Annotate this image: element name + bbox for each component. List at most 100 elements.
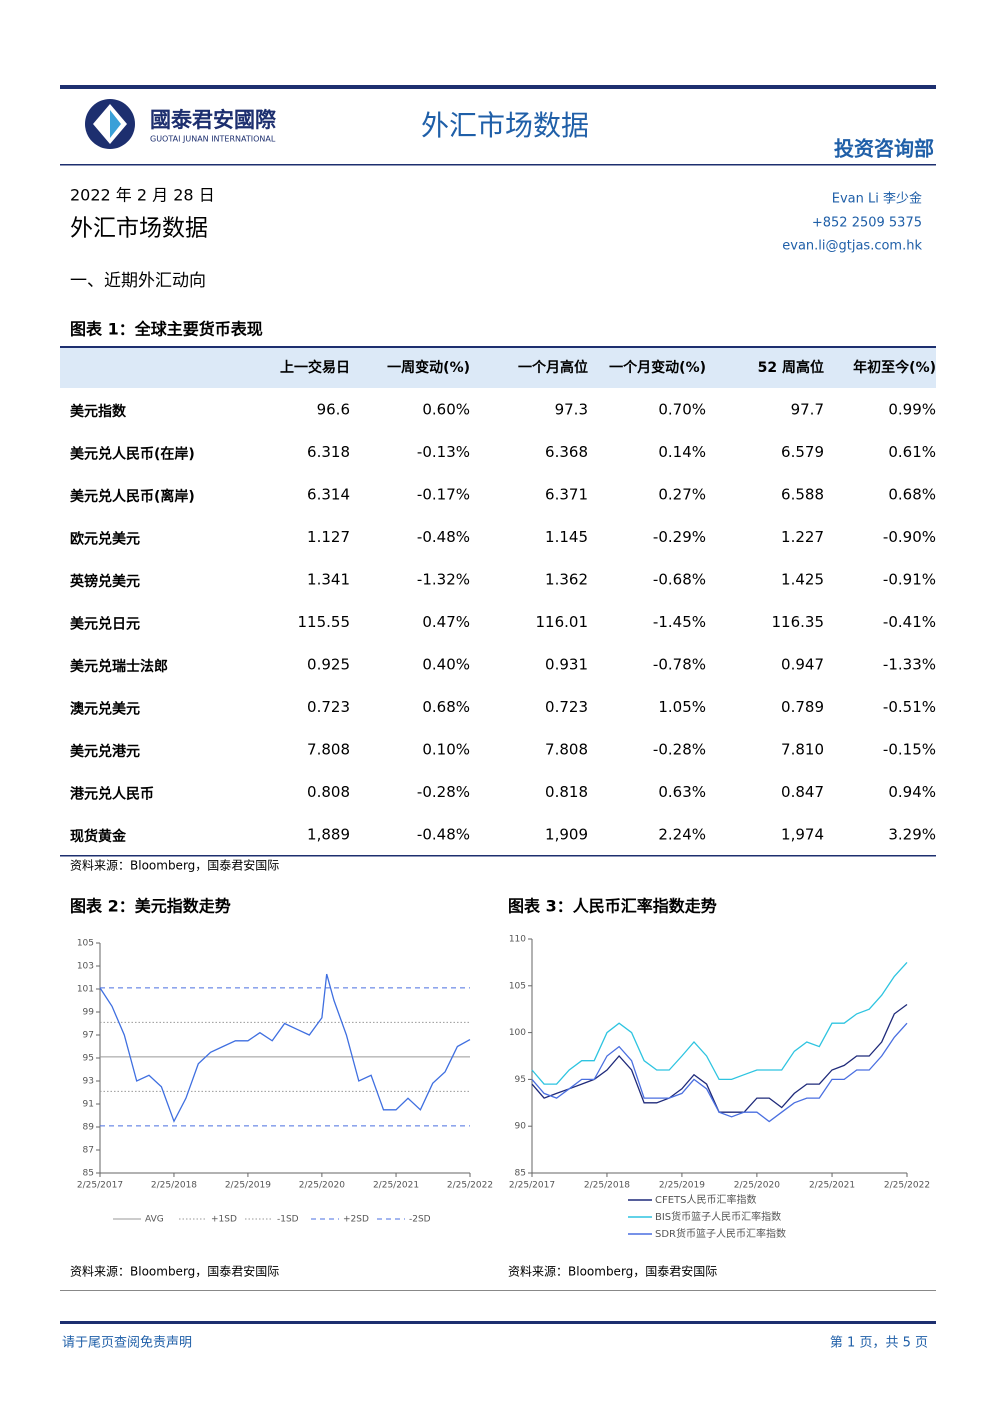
cell: -0.48% xyxy=(417,826,470,844)
cell: -0.28% xyxy=(417,783,470,801)
cell: -0.15% xyxy=(883,741,936,759)
series-line xyxy=(531,961,908,1085)
cell: 1,889 xyxy=(307,826,350,844)
legend-label: -1SD xyxy=(277,1215,299,1225)
x-tick-label: 2/25/2022 xyxy=(884,1181,930,1191)
author: Evan Li 李少金 xyxy=(832,191,922,207)
cell: 0.931 xyxy=(545,656,588,674)
column-header: 上一交易日 xyxy=(280,359,350,376)
y-tick-label: 97 xyxy=(83,1031,94,1041)
cell: 1.05% xyxy=(658,698,706,716)
series-line xyxy=(531,1022,908,1123)
cell: -0.90% xyxy=(883,528,936,546)
row-label: 美元指数 xyxy=(70,403,127,420)
row-label: 澳元兑美元 xyxy=(70,701,140,718)
table-header-band xyxy=(60,347,936,388)
report-date: 2022 年 2 月 28 日 xyxy=(70,186,215,205)
cell: 0.94% xyxy=(888,783,936,801)
column-header: 一个月变动(%) xyxy=(609,359,706,376)
cell: 0.808 xyxy=(307,783,350,801)
cell: 7.810 xyxy=(781,741,824,759)
cell: 0.27% xyxy=(658,486,706,504)
cell: 0.63% xyxy=(658,783,706,801)
cell: -1.32% xyxy=(417,571,470,589)
chart-source: 资料来源：Bloomberg，国泰君安国际 xyxy=(70,1264,279,1279)
cell: 0.68% xyxy=(422,698,470,716)
cell: -0.91% xyxy=(883,571,936,589)
row-label: 港元兑人民币 xyxy=(70,786,154,803)
y-tick-label: 87 xyxy=(83,1146,94,1156)
cell: 1,909 xyxy=(545,826,588,844)
row-label: 美元兑瑞士法郎 xyxy=(70,658,168,675)
chart-source: 资料来源：Bloomberg，国泰君安国际 xyxy=(508,1264,717,1279)
cell: 7.808 xyxy=(545,741,588,759)
header-rule xyxy=(60,164,936,166)
cell: -0.68% xyxy=(653,571,706,589)
row-label: 现货黄金 xyxy=(70,828,127,845)
cell: 1.362 xyxy=(545,571,588,589)
cell: 0.925 xyxy=(307,656,350,674)
y-tick-label: 85 xyxy=(515,1169,526,1179)
y-tick-label: 101 xyxy=(77,985,94,995)
cell: 0.723 xyxy=(545,698,588,716)
cell: -0.51% xyxy=(883,698,936,716)
page-number: 第 1 页，共 5 页 xyxy=(830,1336,928,1351)
cell: -0.13% xyxy=(417,443,470,461)
row-label: 美元兑港元 xyxy=(70,743,140,760)
cell: 6.579 xyxy=(781,443,824,461)
cell: 0.847 xyxy=(781,783,824,801)
table-title: 图表 1：全球主要货币表现 xyxy=(70,320,263,339)
y-tick-label: 85 xyxy=(83,1169,94,1179)
column-header: 一个月高位 xyxy=(518,359,588,376)
x-tick-label: 2/25/2021 xyxy=(373,1181,419,1191)
legend-label: SDR货币篮子人民币汇率指数 xyxy=(655,1227,786,1240)
y-tick-label: 93 xyxy=(83,1077,94,1087)
email: evan.li@gtjas.com.hk xyxy=(782,239,922,254)
cell: 0.723 xyxy=(307,698,350,716)
cell: 0.60% xyxy=(422,401,470,419)
cell: 0.947 xyxy=(781,656,824,674)
cell: 1,974 xyxy=(781,826,824,844)
cell: 2.24% xyxy=(658,826,706,844)
y-tick-label: 90 xyxy=(515,1122,527,1132)
legend-label: CFETS人民币汇率指数 xyxy=(655,1193,757,1206)
cell: -1.33% xyxy=(883,656,936,674)
section-heading: 一、近期外汇动向 xyxy=(70,271,206,291)
column-header: 年初至今(%) xyxy=(853,359,936,376)
cell: 6.318 xyxy=(307,443,350,461)
cell: 0.70% xyxy=(658,401,706,419)
y-tick-label: 105 xyxy=(509,981,526,991)
disclaimer: 请于尾页查阅免责声明 xyxy=(62,1336,192,1351)
y-tick-label: 103 xyxy=(77,962,94,972)
cell: -0.48% xyxy=(417,528,470,546)
cell: 97.7 xyxy=(791,401,824,419)
row-label: 美元兑人民币(在岸) xyxy=(70,446,195,463)
cell: 0.789 xyxy=(781,698,824,716)
cell: 115.55 xyxy=(298,613,351,631)
company-name-en: GUOTAI JUNAN INTERNATIONAL xyxy=(150,135,276,144)
cell: 0.68% xyxy=(888,486,936,504)
x-tick-label: 2/25/2020 xyxy=(734,1181,780,1191)
cell: -0.29% xyxy=(653,528,706,546)
table-source: 资料来源：Bloomberg，国泰君安国际 xyxy=(70,858,279,873)
legend-label: AVG xyxy=(145,1215,164,1225)
cell: 7.808 xyxy=(307,741,350,759)
y-tick-label: 99 xyxy=(83,1008,95,1018)
x-tick-label: 2/25/2021 xyxy=(809,1181,855,1191)
x-tick-label: 2/25/2022 xyxy=(447,1181,493,1191)
cell: 116.35 xyxy=(772,613,825,631)
logo-icon xyxy=(85,99,135,149)
header-title: 外汇市场数据 xyxy=(421,109,589,142)
y-tick-label: 100 xyxy=(509,1028,526,1038)
legend-label: +1SD xyxy=(211,1215,237,1225)
department: 投资咨询部 xyxy=(834,137,934,161)
legend-label: BIS货币篮子人民币汇率指数 xyxy=(655,1210,781,1223)
y-tick-label: 105 xyxy=(77,939,94,949)
x-tick-label: 2/25/2019 xyxy=(225,1181,271,1191)
x-tick-label: 2/25/2019 xyxy=(659,1181,705,1191)
y-tick-label: 95 xyxy=(83,1054,94,1064)
column-header: 52 周高位 xyxy=(758,359,824,376)
cell: 6.371 xyxy=(545,486,588,504)
